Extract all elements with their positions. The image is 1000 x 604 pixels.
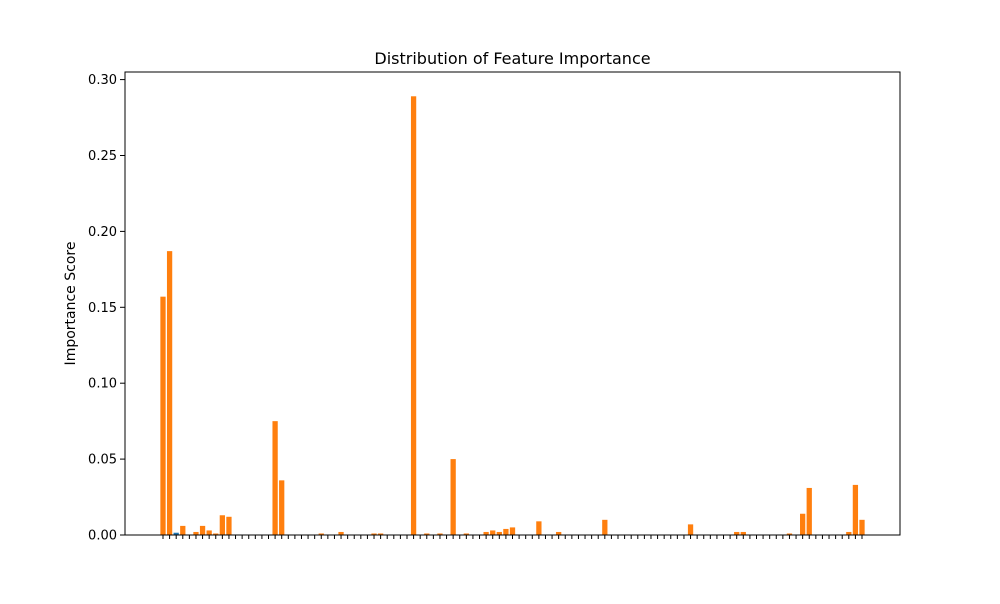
bar xyxy=(206,530,212,535)
x-axis xyxy=(162,535,863,539)
bar xyxy=(424,533,430,535)
bar xyxy=(846,531,852,535)
bar xyxy=(503,528,509,535)
bar xyxy=(318,533,324,535)
y-tick-label: 0.15 xyxy=(88,301,117,316)
bar xyxy=(509,527,516,535)
bar xyxy=(852,484,859,535)
bar xyxy=(199,525,206,535)
bars-layer xyxy=(160,96,865,536)
chart-title: Distribution of Feature Importance xyxy=(374,49,650,68)
bar xyxy=(160,296,166,535)
bar xyxy=(806,487,812,535)
y-axis: 0.00 0.05 0.10 0.15 0.20 0.25 0.30 xyxy=(88,73,125,544)
y-tick-label: 0.30 xyxy=(88,73,117,88)
bar xyxy=(180,525,186,535)
bar xyxy=(450,459,456,535)
bar xyxy=(536,521,542,535)
y-tick-label: 0.20 xyxy=(88,225,117,240)
bar xyxy=(483,531,489,535)
bar xyxy=(213,533,219,535)
bar xyxy=(800,513,806,535)
bar xyxy=(272,421,278,535)
bar xyxy=(734,531,740,535)
bar xyxy=(410,96,417,536)
bar xyxy=(740,531,746,535)
bar xyxy=(496,531,502,535)
axes-frame xyxy=(124,71,901,536)
bar xyxy=(193,531,199,535)
underlay-bar xyxy=(173,532,179,535)
y-tick-label: 0.10 xyxy=(88,377,117,392)
bar xyxy=(338,531,344,535)
bar xyxy=(166,251,173,535)
y-axis-label: Importance Score xyxy=(63,242,79,366)
bar xyxy=(786,533,793,535)
bar xyxy=(490,530,496,535)
bar xyxy=(602,519,608,535)
bar xyxy=(463,533,469,535)
bar xyxy=(556,531,562,535)
bar xyxy=(437,533,443,535)
bar xyxy=(377,533,384,535)
y-tick-label: 0.05 xyxy=(88,453,117,468)
bar xyxy=(371,533,377,535)
bar xyxy=(687,524,694,535)
y-tick-label: 0.25 xyxy=(88,149,117,164)
bar xyxy=(279,480,285,535)
bar xyxy=(226,516,232,535)
y-tick-label: 0.00 xyxy=(88,529,117,544)
bar xyxy=(859,519,865,535)
bar xyxy=(219,515,225,535)
